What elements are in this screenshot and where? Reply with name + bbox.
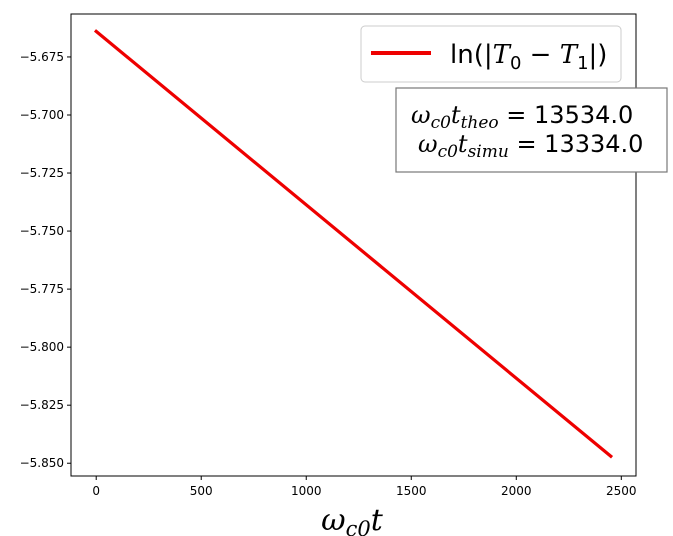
y-tick-label: −5.850 [20,456,64,470]
y-tick-label: −5.775 [20,282,64,296]
plot-frame [70,13,637,477]
annotation-simu: ωc0tsimu = 13334.0 [418,130,643,162]
series-line [93,29,614,459]
x-axis-label: ωc0t [321,503,384,536]
legend-box [360,25,622,83]
annotation-frame [395,87,668,173]
y-tick-label: −5.725 [20,166,64,180]
legend: ln(|T0 − T1|) [360,25,622,83]
series-layer [93,29,614,459]
annotation-box: ωc0ttheo = 13534.0 ωc0tsimu = 13334.0 [395,87,668,173]
y-axis-ticks: −5.675 −5.700 −5.725 −5.750 −5.775 −5.800 −5.8… [20,50,71,470]
y-tick-label: −5.675 [20,50,64,64]
x-tick-label: 0 [92,484,100,498]
x-tick-label: 1500 [396,484,427,498]
y-tick-label: −5.825 [20,398,64,412]
y-tick-label: −5.700 [20,108,64,122]
y-tick-label: −5.750 [20,224,64,238]
x-tick-label: 1000 [291,484,322,498]
legend-label: ln(|T0 − T1|) [450,40,607,74]
annotation-theo: ωc0ttheo = 13534.0 [411,101,633,133]
x-tick-label: 2000 [501,484,532,498]
x-tick-label: 500 [190,484,213,498]
x-axis-ticks: 0 500 1000 1500 2000 2500 [92,476,637,498]
y-tick-label: −5.800 [20,340,64,354]
x-tick-label: 2500 [606,484,637,498]
